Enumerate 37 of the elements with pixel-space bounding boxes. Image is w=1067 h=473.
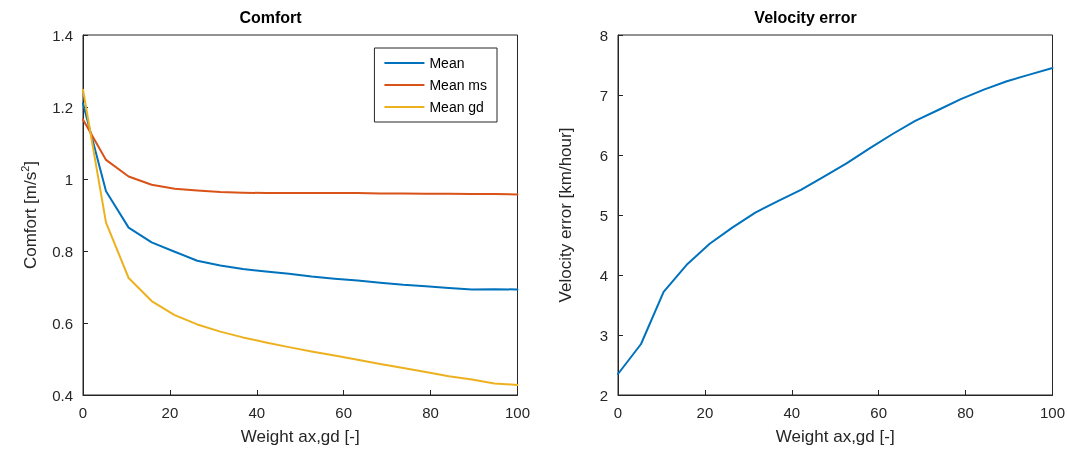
x-tick-label: 0 xyxy=(613,404,623,421)
y-tick-label: 4 xyxy=(599,266,608,284)
y-tick-label: 2 xyxy=(599,386,608,404)
y-tick-label: 0.6 xyxy=(52,314,73,332)
line-series xyxy=(617,67,1054,375)
x-tick-label: 60 xyxy=(870,404,888,421)
y-tick-label: 0.4 xyxy=(52,386,73,404)
x-tick-label: 100 xyxy=(504,404,530,421)
chart-title: Comfort xyxy=(239,8,303,26)
legend-label: Mean ms xyxy=(429,77,488,93)
y-tick-label: 1.2 xyxy=(52,98,73,116)
x-tick-label: 40 xyxy=(783,404,801,421)
x-tick-label: 20 xyxy=(696,404,714,421)
line-series xyxy=(82,102,519,291)
x-tick-label: 60 xyxy=(335,404,353,421)
y-tick-label: 1 xyxy=(64,170,73,188)
chart-title: Velocity error xyxy=(754,8,857,26)
x-axis-title: Weight ax,gd [-] xyxy=(240,426,360,446)
y-tick-label: 8 xyxy=(599,26,608,44)
y-tick-label: 3 xyxy=(599,326,608,344)
y-tick-label: 1.4 xyxy=(52,26,73,44)
y-tick-label: 5 xyxy=(599,206,608,224)
line-series xyxy=(82,118,519,196)
legend-label: Mean xyxy=(429,55,465,71)
y-tick-label: 6 xyxy=(599,146,608,164)
x-tick-label: 20 xyxy=(161,404,179,421)
x-tick-label: 0 xyxy=(78,404,88,421)
y-axis-title: Velocity error [km/hour] xyxy=(555,127,575,303)
y-tick-label: 0.8 xyxy=(52,242,73,260)
x-tick-label: 40 xyxy=(248,404,266,421)
legend-label: Mean gd xyxy=(429,99,484,115)
x-tick-label: 80 xyxy=(422,404,439,421)
x-axis-title: Weight ax,gd [-] xyxy=(775,426,895,446)
x-tick-label: 100 xyxy=(1039,404,1065,421)
x-tick-label: 80 xyxy=(957,404,974,421)
line-series xyxy=(82,88,519,386)
y-tick-label: 7 xyxy=(599,86,608,104)
